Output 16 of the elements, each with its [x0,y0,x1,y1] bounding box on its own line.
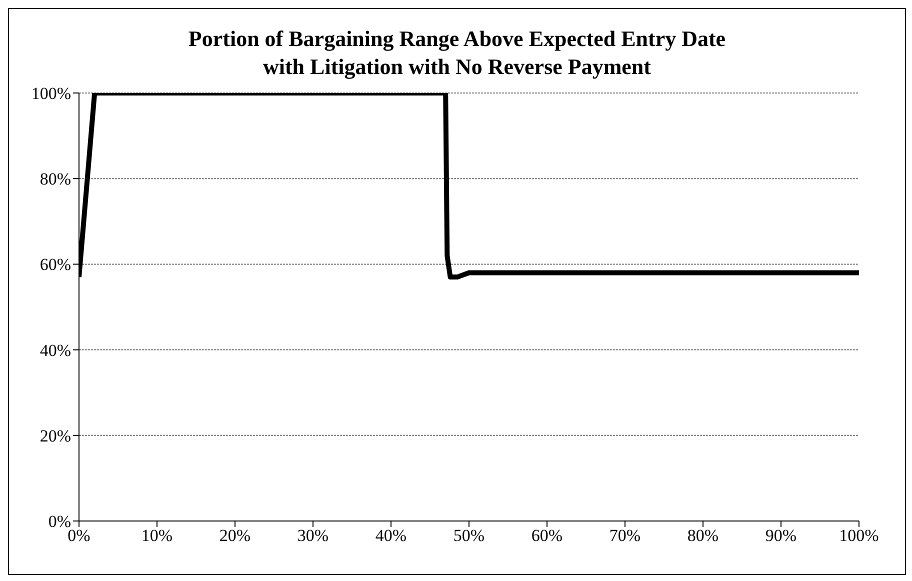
x-tick-label: 100% [839,526,879,546]
y-tick-label: 80% [40,170,71,189]
x-tick-label: 30% [297,526,329,546]
y-tick-label: 20% [40,426,71,446]
y-tick-label: 40% [40,340,71,360]
y-tick-label: 100% [31,84,71,104]
x-tick-label: 90% [765,526,797,546]
x-tick-label: 20% [219,526,251,546]
x-tick-label: 10% [141,526,173,546]
x-tick-label: 50% [453,526,485,546]
y-tick-label: 60% [40,255,71,274]
x-tick-label: 80% [687,526,719,546]
x-tick-label: 60% [531,526,563,546]
x-tick-label: 40% [375,526,407,546]
x-tick-label: 70% [609,526,641,546]
chart-title: Portion of Bargaining Range Above Expected Entry Date with Litigation with No Reverse Payment [187,25,727,81]
